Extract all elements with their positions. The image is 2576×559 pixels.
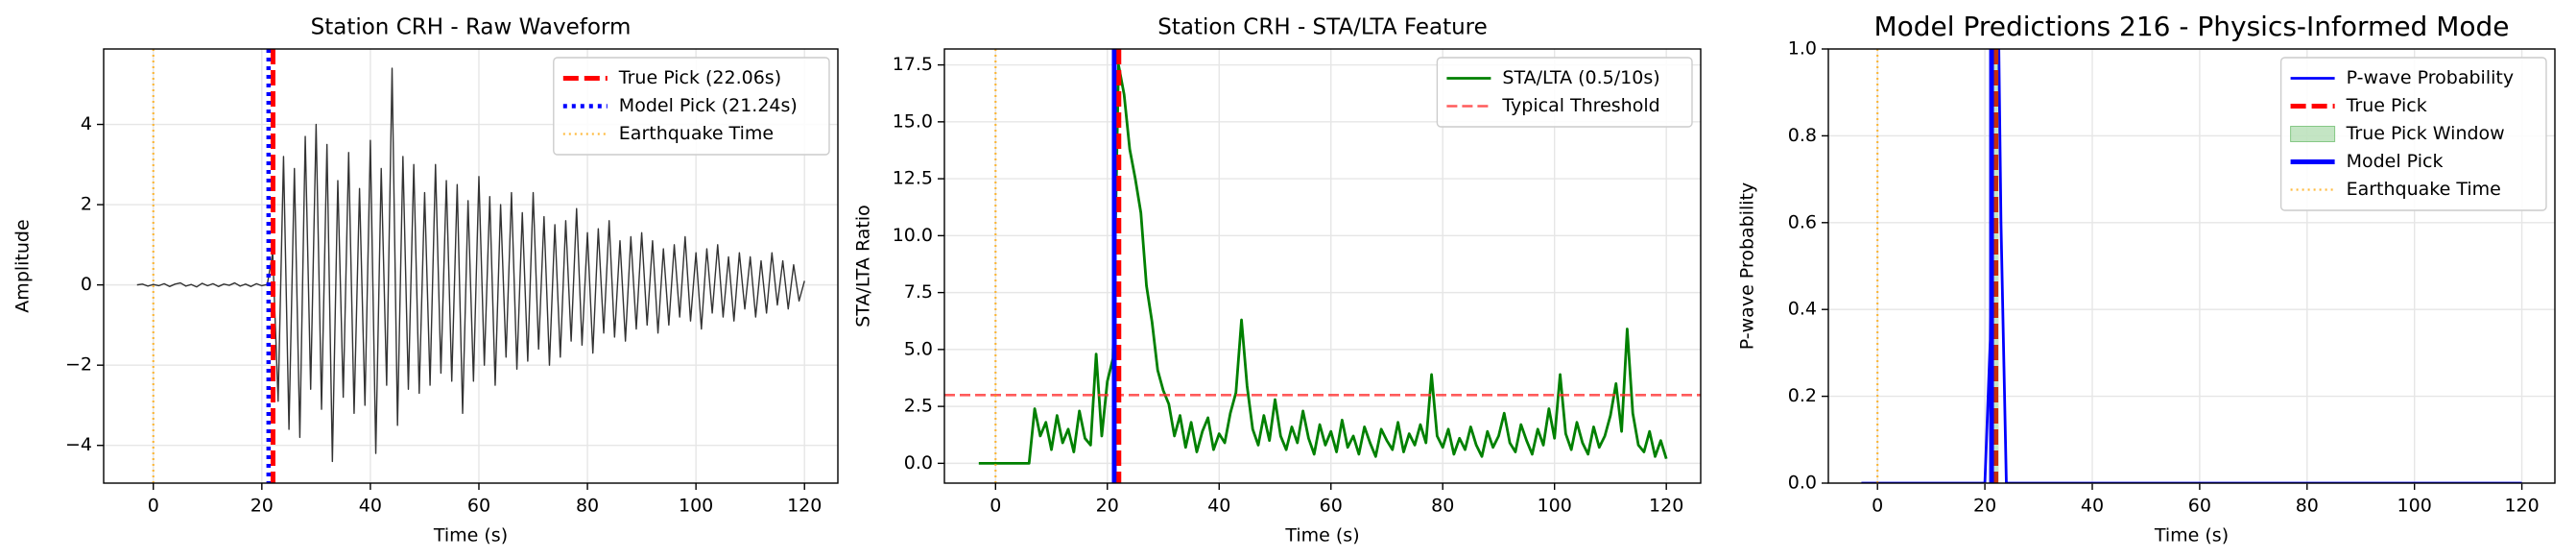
chart-title: Model Predictions 216 - Physics-Informed… [1873, 11, 2509, 42]
x-tick-label: 20 [1096, 496, 1119, 517]
y-tick-label: 0.0 [1788, 473, 1817, 494]
x-axis-label: Time (s) [2154, 525, 2229, 547]
y-tick-label: −2 [65, 354, 92, 376]
legend-label: Earthquake Time [619, 123, 774, 144]
legend-box [1436, 57, 1693, 128]
axes-frame [943, 48, 1702, 484]
x-tick-label: 120 [787, 496, 822, 517]
y-tick-label: 12.5 [893, 168, 933, 189]
y-tick-label: 17.5 [893, 54, 933, 75]
series-line [136, 67, 805, 463]
legend-swatch [2290, 126, 2336, 142]
y-tick-label: 0.0 [904, 452, 933, 474]
x-tick-label: 120 [1649, 496, 1683, 517]
y-axis-label: P-wave Probability [1737, 182, 1758, 351]
y-tick-label: 2.5 [904, 396, 933, 417]
subplot: 0 20 40 60 80 100 120 −4 −2 0 2 4 Station CRH - Raw … [12, 15, 839, 547]
subplot: 0 20 40 60 80 100 120 0.0 2.5 5.0 7.5 10.0 12.5 15.0 1… [853, 15, 1702, 547]
x-tick-label: 100 [2397, 496, 2432, 517]
x-tick-label: 80 [1431, 496, 1454, 517]
x-tick-label: 80 [2296, 496, 2319, 517]
subplot: 0 20 40 60 80 100 120 0.0 0.2 0.4 0.6 0.8 1.0 Model P… [1737, 11, 2556, 547]
y-tick-label: −4 [65, 434, 92, 455]
y-tick-label: 2 [81, 194, 92, 215]
y-tick-label: 1.0 [1788, 38, 1817, 60]
x-tick-label: 60 [1320, 496, 1343, 517]
series-line [1861, 49, 2522, 483]
legend-box [2279, 57, 2547, 211]
axes-frame [103, 48, 839, 484]
legend-label: Model Pick [2347, 151, 2444, 172]
x-tick-label: 40 [1207, 496, 1230, 517]
legend-label: True Pick Window [2346, 123, 2505, 144]
x-tick-label: 60 [2188, 496, 2211, 517]
x-tick-label: 60 [467, 496, 490, 517]
y-tick-label: 7.5 [904, 281, 933, 303]
y-tick-label: 10.0 [893, 225, 933, 246]
x-tick-label: 80 [576, 496, 599, 517]
legend: True Pick (22.06s) Model Pick (21.24s) Ear… [553, 57, 830, 156]
y-tick-label: 0.6 [1788, 211, 1817, 232]
y-tick-label: 0.2 [1788, 385, 1817, 406]
x-tick-label: 120 [2504, 496, 2539, 517]
chart-title: Station CRH - Raw Waveform [311, 15, 632, 40]
plot-area [136, 49, 805, 483]
plot-area [1861, 49, 2522, 483]
series-line [978, 63, 1668, 465]
legend-label: Earthquake Time [2347, 179, 2501, 200]
x-tick-label: 0 [990, 496, 1001, 517]
x-tick-label: 100 [679, 496, 713, 517]
legend-label: Typical Threshold [1501, 95, 1659, 116]
chart-title: Station CRH - STA/LTA Feature [1157, 15, 1488, 40]
legend-label: True Pick [2346, 95, 2427, 116]
y-axis-label: STA/LTA Ratio [853, 205, 874, 328]
legend-label: STA/LTA (0.5/10s) [1502, 67, 1659, 88]
x-axis-label: Time (s) [1284, 525, 1359, 547]
y-tick-label: 0.4 [1788, 299, 1817, 320]
legend-label: True Pick (22.06s) [618, 67, 781, 88]
legend-label: P-wave Probability [2347, 67, 2515, 88]
x-tick-label: 0 [148, 496, 159, 517]
x-tick-label: 40 [2081, 496, 2104, 517]
axes-frame [1827, 48, 2556, 484]
x-tick-label: 100 [1538, 496, 1572, 517]
legend: STA/LTA (0.5/10s) Typical Threshold [1436, 57, 1693, 128]
y-tick-label: 5.0 [904, 338, 933, 359]
y-tick-label: 15.0 [893, 110, 933, 132]
legend: P-wave Probability True Pick True Pick Win… [2279, 57, 2547, 211]
y-axis-label: Amplitude [12, 219, 34, 312]
x-tick-label: 40 [359, 496, 382, 517]
x-axis-label: Time (s) [433, 525, 508, 547]
x-tick-label: 20 [250, 496, 274, 517]
y-tick-label: 4 [81, 113, 92, 134]
x-tick-label: 20 [1973, 496, 1996, 517]
span [1992, 49, 1999, 483]
legend-box [553, 57, 830, 156]
plot-area [944, 49, 1701, 483]
y-tick-label: 0 [81, 274, 92, 295]
y-tick-label: 0.8 [1788, 125, 1817, 146]
x-tick-label: 0 [1872, 496, 1883, 517]
legend-label: Model Pick (21.24s) [619, 95, 798, 116]
